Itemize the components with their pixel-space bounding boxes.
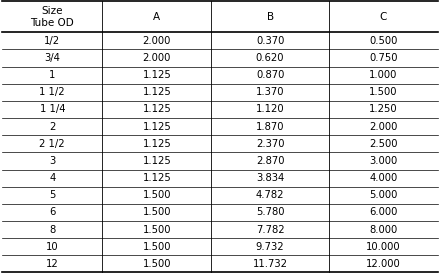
Text: 2: 2 [49,121,55,132]
Text: 4: 4 [49,173,55,183]
Text: 1/2: 1/2 [44,36,60,46]
Text: 1.125: 1.125 [143,121,171,132]
Text: 6.000: 6.000 [369,207,397,217]
Text: A: A [153,12,161,22]
Text: 7.782: 7.782 [256,225,284,235]
Text: 5.000: 5.000 [369,190,397,200]
Text: 0.870: 0.870 [256,70,284,80]
Text: 5.780: 5.780 [256,207,284,217]
Text: 3.834: 3.834 [256,173,284,183]
Text: 4.782: 4.782 [256,190,284,200]
Text: 2.870: 2.870 [256,156,284,166]
Text: Size
Tube OD: Size Tube OD [30,6,74,28]
Text: 10.000: 10.000 [366,242,401,252]
Text: 0.370: 0.370 [256,36,284,46]
Text: 1.000: 1.000 [369,70,397,80]
Text: 12: 12 [46,259,59,269]
Text: 8: 8 [49,225,55,235]
Text: 0.500: 0.500 [369,36,397,46]
Text: 0.620: 0.620 [256,53,284,63]
Text: C: C [380,12,387,22]
Text: 1.500: 1.500 [143,242,171,252]
Text: 1.120: 1.120 [256,105,284,114]
Text: 1.125: 1.125 [143,156,171,166]
Text: 2 1/2: 2 1/2 [40,139,65,149]
Text: 2.000: 2.000 [143,53,171,63]
Text: 3: 3 [49,156,55,166]
Text: 1.250: 1.250 [369,105,398,114]
Text: 1.500: 1.500 [143,225,171,235]
Text: 2.000: 2.000 [369,121,397,132]
Text: 2.500: 2.500 [369,139,398,149]
Text: 1.500: 1.500 [143,259,171,269]
Text: 1.870: 1.870 [256,121,284,132]
Text: 2.370: 2.370 [256,139,284,149]
Text: 1 1/4: 1 1/4 [40,105,65,114]
Text: 6: 6 [49,207,55,217]
Text: 1.125: 1.125 [143,70,171,80]
Text: 0.750: 0.750 [369,53,398,63]
Text: 1.125: 1.125 [143,173,171,183]
Text: 1.500: 1.500 [143,190,171,200]
Text: 1: 1 [49,70,55,80]
Text: 1.125: 1.125 [143,105,171,114]
Text: B: B [267,12,274,22]
Text: 1.370: 1.370 [256,87,284,97]
Text: 1.125: 1.125 [143,139,171,149]
Text: 1 1/2: 1 1/2 [40,87,65,97]
Text: 3/4: 3/4 [44,53,60,63]
Text: 1.500: 1.500 [369,87,398,97]
Text: 10: 10 [46,242,59,252]
Text: 11.732: 11.732 [253,259,288,269]
Text: 12.000: 12.000 [366,259,401,269]
Text: 1.125: 1.125 [143,87,171,97]
Text: 5: 5 [49,190,55,200]
Text: 4.000: 4.000 [369,173,397,183]
Text: 8.000: 8.000 [369,225,397,235]
Text: 3.000: 3.000 [369,156,397,166]
Text: 9.732: 9.732 [256,242,284,252]
Text: 2.000: 2.000 [143,36,171,46]
Text: 1.500: 1.500 [143,207,171,217]
